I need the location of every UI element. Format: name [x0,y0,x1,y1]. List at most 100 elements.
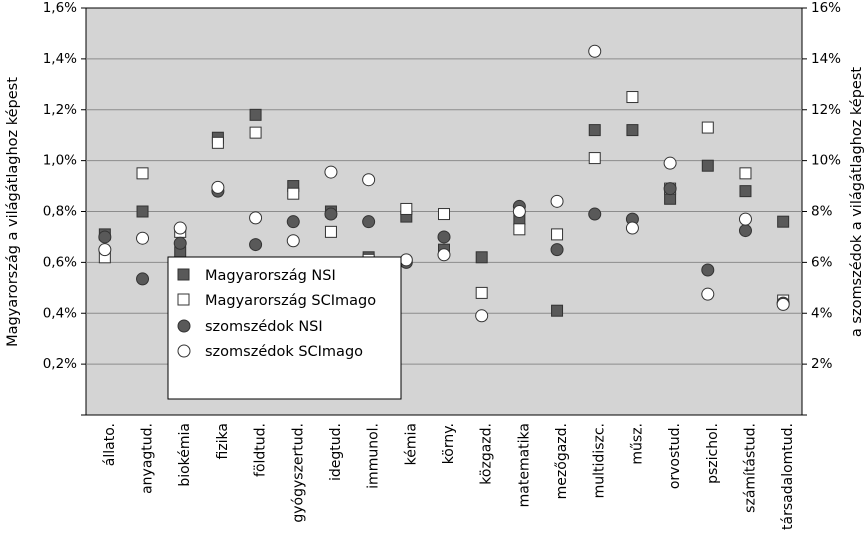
data-point-circle [173,236,187,250]
data-point-circle [136,231,150,245]
category-label: multidiszc. [592,423,608,498]
category-label: orvostud. [667,423,683,489]
data-point-circle [588,44,602,58]
data-point-circle [249,211,263,225]
data-point-circle [776,297,790,311]
left-tick-label: 0,4% [43,305,77,321]
data-point-square [588,124,601,137]
data-point-square [701,121,714,134]
legend-label-hu-scimago: Magyarország SCImago [205,293,376,309]
category-label: gyógyszertud. [290,423,306,523]
legend-marker-neighbours-scimago [177,344,191,358]
data-point-square [400,202,413,215]
category-label: földtud. [253,423,269,477]
left-tick-label: 1,2% [43,102,77,118]
category-label: matematika [516,423,532,507]
category-label: közgazd. [479,423,495,485]
data-point-circle [399,253,413,267]
right-tick-label: 8% [811,204,833,220]
data-point-square [249,108,262,121]
category-label: kémia [403,423,419,465]
data-point-square [136,205,149,218]
category-label: anyagtud. [140,423,156,494]
category-label: biokémia [177,423,193,487]
right-tick-label: 4% [811,305,833,321]
category-label: immunol. [366,423,382,489]
category-label: mezőgazd. [554,423,570,499]
left-axis-title: Magyarország a világátlaghoz képest [5,77,21,347]
data-point-square [551,228,564,241]
data-point-circle [211,180,225,194]
legend-label-neighbours-scimago: szomszédok SCImago [205,344,363,360]
legend-marker-neighbours-nsi [177,319,191,333]
series-3-markers [98,44,790,323]
data-point-square [626,124,639,137]
data-point-circle [324,207,338,221]
data-point-square [513,223,526,236]
data-point-square [551,304,564,317]
data-point-circle [362,215,376,229]
data-point-square [739,167,752,180]
left-tick-label: 0,2% [43,356,77,372]
data-point-circle [286,234,300,248]
data-point-circle [663,156,677,170]
data-point-circle [738,224,752,238]
category-label: műsz. [629,423,645,465]
left-tick-label: 1,0% [43,153,77,169]
data-point-circle [249,238,263,252]
category-label: állato. [102,423,118,466]
data-point-circle [362,173,376,187]
data-point-square [588,152,601,165]
legend-box [167,256,402,400]
legend-label-hu-nsi: Magyarország NSI [205,268,336,284]
category-label: idegtud. [328,423,344,481]
data-point-circle [173,221,187,235]
legend-label-neighbours-nsi: szomszédok NSI [205,319,323,335]
data-point-circle [324,165,338,179]
category-labels: állato. anyagtud. biokémia fizika földtud. gy… [102,423,796,530]
data-point-circle [663,182,677,196]
data-point-square [475,251,488,264]
legend-marker-hu-scimago [177,293,190,306]
right-tick-label: 12% [811,102,841,118]
right-axis-ticks: 2% 4% 6% 8% 10% 12% 14% 16% [802,0,841,416]
category-label: körny. [441,423,457,464]
data-point-circle [437,230,451,244]
data-point-circle [738,212,752,226]
data-point-square [324,225,337,238]
data-point-square [475,286,488,299]
right-tick-label: 6% [811,254,833,270]
left-tick-label: 0,6% [43,254,77,270]
data-point-circle [550,243,564,257]
data-point-square [739,185,752,198]
category-label: társadalomtud. [780,423,796,530]
right-tick-label: 16% [811,0,841,16]
left-tick-label: 1,6% [43,0,77,16]
data-point-circle [475,309,489,323]
data-point-square [777,215,790,228]
data-point-square [211,136,224,149]
data-point-circle [701,287,715,301]
data-point-square [249,126,262,139]
data-point-circle [136,272,150,286]
data-point-circle [550,194,564,208]
right-tick-label: 14% [811,51,841,67]
category-label: számítástud. [742,423,758,513]
data-point-square [136,167,149,180]
right-tick-label: 10% [811,153,841,169]
data-markers [98,44,790,323]
data-point-circle [98,230,112,244]
category-label: pszichol. [705,423,721,484]
right-tick-label: 2% [811,356,833,372]
data-point-square [626,91,639,104]
left-tick-label: 1,4% [43,51,77,67]
data-point-square [701,159,714,172]
data-point-circle [625,221,639,235]
data-point-circle [437,248,451,262]
data-point-circle [588,207,602,221]
data-point-circle [512,205,526,218]
data-point-circle [701,263,715,277]
left-tick-label: 0,8% [43,204,77,220]
data-point-square [438,208,450,221]
